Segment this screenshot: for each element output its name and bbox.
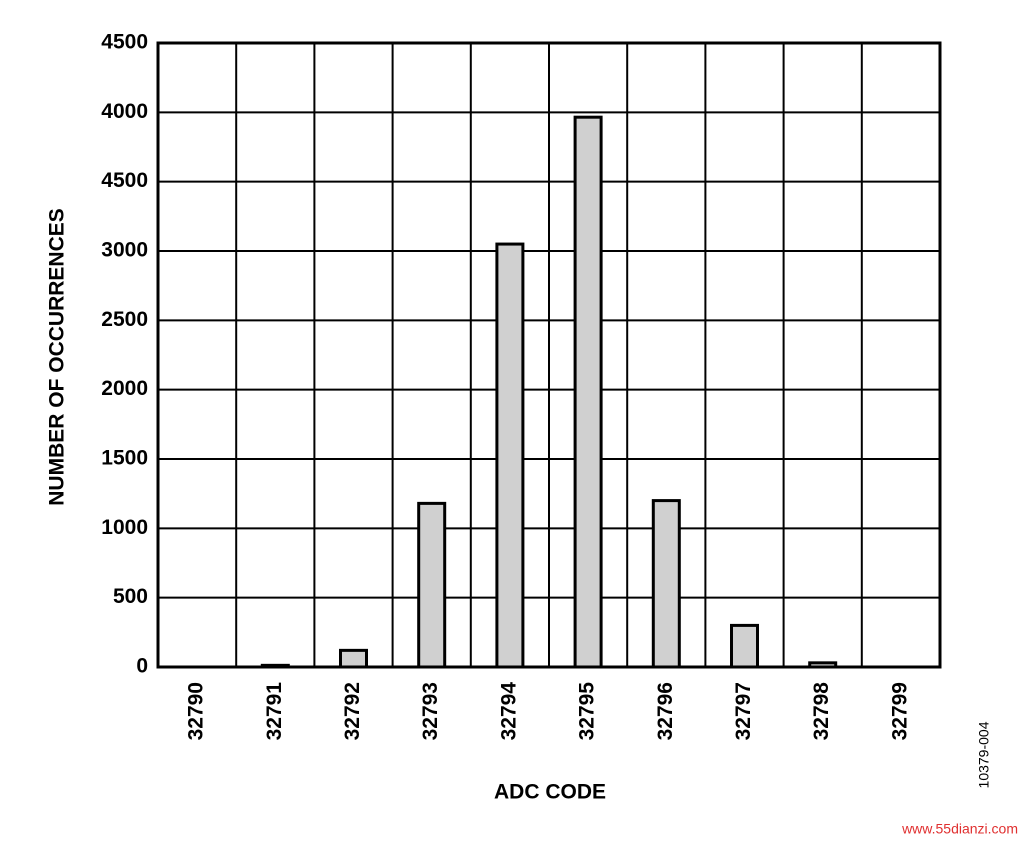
y-tick-label: 1500 bbox=[101, 447, 148, 470]
y-tick-label: 0 bbox=[136, 655, 148, 678]
bar bbox=[260, 663, 290, 669]
x-tick-label: 32794 bbox=[497, 682, 520, 741]
x-axis-title: ADC CODE bbox=[494, 781, 606, 804]
x-tick-label: 32792 bbox=[341, 682, 364, 740]
bar bbox=[495, 242, 525, 669]
bar bbox=[573, 115, 603, 669]
y-axis-title: NUMBER OF OCCURRENCES bbox=[46, 208, 69, 506]
x-tick-label: 32791 bbox=[263, 682, 286, 741]
bar bbox=[808, 661, 838, 669]
bar bbox=[651, 499, 681, 669]
y-tick-label: 4500 bbox=[101, 169, 148, 192]
y-tick-label: 3000 bbox=[101, 239, 148, 262]
y-tick-label: 2000 bbox=[101, 377, 148, 400]
bar bbox=[339, 648, 368, 669]
x-tick-label: 32797 bbox=[732, 682, 755, 740]
x-tick-label: 32796 bbox=[654, 682, 677, 740]
y-tick-label: 2500 bbox=[101, 308, 148, 331]
bar bbox=[417, 501, 447, 669]
watermark: www.55dianzi.com bbox=[901, 821, 1018, 837]
y-tick-label: 1000 bbox=[101, 516, 148, 539]
figure-id: 10379-004 bbox=[976, 721, 992, 788]
x-tick-label: 32799 bbox=[888, 682, 911, 740]
x-tick-label: 32795 bbox=[576, 682, 599, 741]
y-tick-label: 500 bbox=[113, 585, 148, 608]
bar bbox=[730, 623, 759, 669]
plot-frame bbox=[156, 41, 942, 669]
x-tick-label: 32798 bbox=[810, 682, 833, 741]
x-tick-label: 32793 bbox=[419, 682, 442, 740]
y-tick-label: 4000 bbox=[101, 100, 148, 123]
y-tick-label: 4500 bbox=[101, 31, 148, 54]
x-tick-label: 32790 bbox=[185, 682, 208, 740]
